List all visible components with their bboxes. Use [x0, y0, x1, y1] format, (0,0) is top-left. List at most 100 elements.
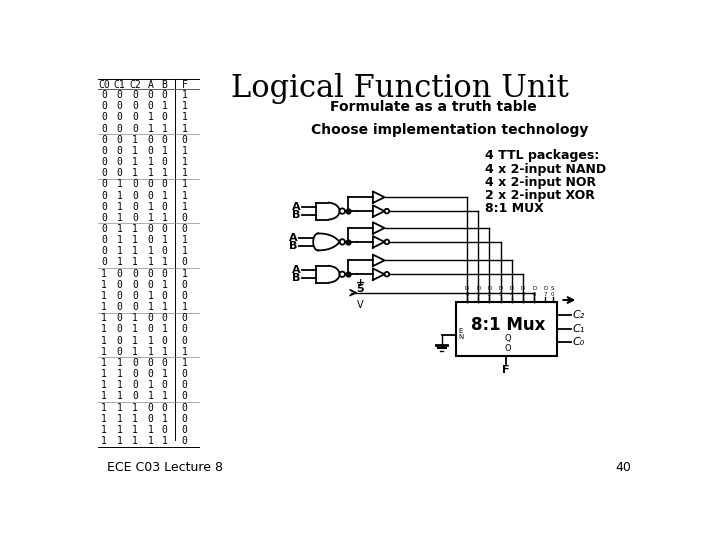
Text: 0: 0	[161, 336, 167, 346]
Text: 1: 1	[161, 101, 167, 111]
Text: 1: 1	[117, 369, 122, 379]
Text: 40: 40	[615, 462, 631, 475]
Text: 1: 1	[181, 235, 187, 245]
Text: 1: 1	[117, 258, 122, 267]
Text: 0: 0	[148, 134, 153, 145]
Text: 1: 1	[181, 90, 187, 100]
Text: 1: 1	[132, 325, 138, 334]
Text: 1: 1	[148, 291, 153, 301]
Text: 0: 0	[101, 179, 107, 190]
Text: 0: 0	[117, 146, 122, 156]
Text: 1: 1	[117, 191, 122, 200]
Text: 1: 1	[132, 224, 138, 234]
Text: 0: 0	[132, 101, 138, 111]
Text: 0: 0	[132, 291, 138, 301]
Text: 0: 0	[101, 146, 107, 156]
Text: 1: 1	[161, 124, 167, 133]
Text: 1: 1	[181, 168, 187, 178]
Text: 0: 0	[161, 224, 167, 234]
Text: 1: 1	[101, 369, 107, 379]
Text: 1: 1	[161, 302, 167, 312]
Text: 0: 0	[101, 213, 107, 223]
Text: 0: 0	[101, 112, 107, 123]
Text: 1: 1	[101, 269, 107, 279]
Text: 1: 1	[132, 258, 138, 267]
Text: 1: 1	[181, 347, 187, 357]
Text: C1: C1	[114, 80, 125, 90]
Text: 0: 0	[132, 358, 138, 368]
Text: 0: 0	[117, 112, 122, 123]
Text: 1: 1	[101, 291, 107, 301]
Text: C₂: C₂	[572, 310, 585, 320]
Text: 1: 1	[101, 436, 107, 446]
Text: 0: 0	[148, 358, 153, 368]
Text: 1: 1	[148, 380, 153, 390]
Bar	[456, 302, 557, 356]
Text: 1: 1	[161, 414, 167, 424]
Text: 0: 0	[148, 101, 153, 111]
Text: 1: 1	[101, 302, 107, 312]
Text: +: +	[356, 278, 365, 288]
Text: 1: 1	[161, 347, 167, 357]
Text: 0: 0	[148, 224, 153, 234]
Text: 0: 0	[101, 246, 107, 256]
Text: 0: 0	[132, 369, 138, 379]
Text: 4 TTL packages:: 4 TTL packages:	[485, 150, 600, 163]
Text: 1: 1	[161, 213, 167, 223]
Text: Logical Function Unit: Logical Function Unit	[231, 72, 569, 104]
Text: 1: 1	[117, 436, 122, 446]
Text: 1: 1	[101, 392, 107, 401]
Text: 1: 1	[117, 179, 122, 190]
Circle shape	[340, 239, 345, 245]
Text: 0: 0	[101, 224, 107, 234]
Text: 0: 0	[117, 302, 122, 312]
Text: 1: 1	[148, 347, 153, 357]
Text: 0: 0	[181, 291, 187, 301]
Text: 0: 0	[148, 403, 153, 413]
Text: 1: 1	[117, 235, 122, 245]
Text: 0: 0	[132, 269, 138, 279]
Text: 0: 0	[181, 369, 187, 379]
Text: 0: 0	[181, 403, 187, 413]
Text: 0: 0	[117, 157, 122, 167]
Text: 1: 1	[101, 380, 107, 390]
Text: 0: 0	[132, 124, 138, 133]
Text: 0: 0	[161, 269, 167, 279]
Text: 1: 1	[148, 124, 153, 133]
Text: 0: 0	[117, 325, 122, 334]
Text: 1: 1	[161, 258, 167, 267]
Text: 1: 1	[161, 168, 167, 178]
Text: Formulate as a truth table: Formulate as a truth table	[330, 100, 537, 114]
Text: B: B	[292, 273, 301, 284]
Text: 0: 0	[117, 336, 122, 346]
Text: 0: 0	[148, 369, 153, 379]
Text: 1: 1	[181, 124, 187, 133]
Text: 0: 0	[132, 191, 138, 200]
Text: 0: 0	[148, 191, 153, 200]
Text: 0: 0	[101, 258, 107, 267]
Text: 0: 0	[181, 258, 187, 267]
Text: 8:1 MUX: 8:1 MUX	[485, 202, 544, 215]
Text: 1: 1	[181, 302, 187, 312]
Text: 1: 1	[181, 179, 187, 190]
Text: 1: 1	[181, 146, 187, 156]
Text: 1: 1	[101, 358, 107, 368]
Text: E: E	[458, 328, 462, 334]
Text: 0: 0	[181, 213, 187, 223]
Text: C2: C2	[129, 80, 141, 90]
Text: 1: 1	[148, 302, 153, 312]
Text: 0: 0	[161, 201, 167, 212]
Text: 0: 0	[181, 313, 187, 323]
Text: 0: 0	[161, 291, 167, 301]
Text: 0: 0	[161, 425, 167, 435]
Circle shape	[340, 208, 345, 214]
Text: A: A	[148, 80, 153, 90]
Text: 1: 1	[132, 414, 138, 424]
Text: 1: 1	[161, 436, 167, 446]
Text: 1: 1	[101, 403, 107, 413]
Text: 1: 1	[117, 224, 122, 234]
Text: A: A	[292, 202, 301, 212]
Text: 1: 1	[161, 392, 167, 401]
Text: 0: 0	[148, 325, 153, 334]
Text: 0: 0	[148, 313, 153, 323]
